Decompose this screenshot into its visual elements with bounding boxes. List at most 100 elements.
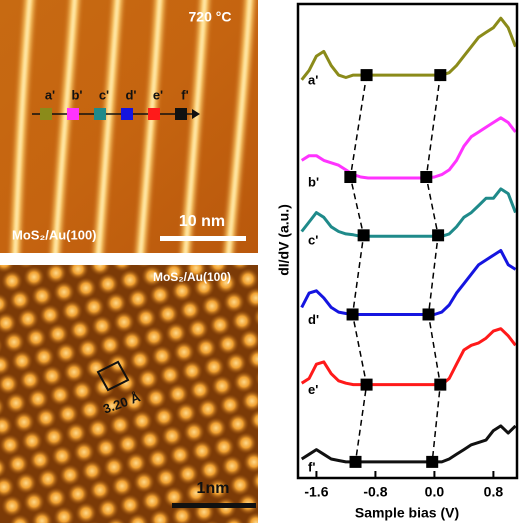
sample-label: MoS₂/Au(100) [153,270,231,284]
atom [63,361,85,383]
stm-image-top: 720 °C MoS₂/Au(100) 10 nm a' b' c' d' e' f' [0,0,258,253]
marker-square [121,108,133,120]
atom [127,288,149,310]
marker-label: a' [45,87,55,102]
atom [261,325,283,347]
stm-image-bottom: MoS₂/Au(100) 3.20 Å 1nm [0,265,291,523]
atom [95,437,117,459]
marker-row: a' b' c' d' e' f' [40,87,189,120]
atom [141,490,163,512]
atom [9,514,31,523]
atom [0,373,19,395]
profile-arrow [192,109,200,119]
atom [0,476,15,498]
atom [99,334,121,356]
atom [45,487,67,509]
atom [55,342,77,364]
atom [39,304,61,326]
atom [31,285,53,307]
atom [207,478,229,500]
atom [163,265,185,283]
atom [51,445,73,467]
atom [169,444,191,466]
atom [171,505,193,523]
atom [143,326,165,348]
atom [145,387,167,409]
atom [197,398,219,420]
atom [203,356,225,378]
sample-label: MoS₂/Au(100) [12,227,97,242]
atom [97,498,119,520]
atom [269,344,291,366]
atom [35,407,57,429]
gap-edge-marker [434,378,447,391]
atom [101,395,123,417]
atom [263,386,285,408]
scale-bar-label: 1nm [197,480,230,497]
x-tick-label: -0.8 [363,484,387,500]
atom [239,329,258,351]
atom [23,266,45,288]
atom [217,333,239,355]
atom [81,460,103,482]
atom [7,453,29,475]
atom [267,283,289,305]
atom [0,434,21,456]
atom [79,399,101,421]
atom [257,434,258,444]
spectrum-line [300,327,517,387]
marker-square [67,108,79,120]
atom [87,521,101,523]
atom [47,323,69,345]
atom [111,475,133,497]
atom [53,281,75,303]
scale-bar [172,503,256,508]
atom [191,440,213,462]
atom [11,350,33,372]
atom [87,418,109,440]
atom [204,520,220,523]
y-axis-label: dI/dV (a.u.) [276,204,292,276]
spectrum-line [300,424,517,464]
atom [201,295,223,317]
atom [33,346,55,368]
temperature-label: 720 °C [189,9,232,25]
marker-label: d' [125,87,136,102]
plot-frame [296,2,519,480]
atom [5,392,27,414]
atom [175,402,197,424]
gap-edge-marker [344,171,357,184]
atom [249,409,258,431]
spectra-chart: dI/dV (a.u.) Sample bias (V) -1.6 -0.8 0.0… [276,2,519,521]
atom [15,472,37,494]
atom [83,296,105,318]
atom [119,494,141,516]
atom [189,379,211,401]
atom [183,421,205,443]
atom [173,341,195,363]
atom [59,464,81,486]
atom [106,517,126,523]
atom [247,348,258,370]
spectrum-line [300,116,517,180]
atom [245,287,258,309]
atom [255,370,258,386]
atom [225,352,247,374]
gap-edge-marker [422,308,435,321]
atom [85,357,107,379]
unit-cell [96,360,130,392]
atom [223,516,245,523]
gap-edge-marker [357,229,370,242]
atom [91,315,113,337]
atom [67,483,89,505]
atom [69,319,91,341]
marker-square [175,108,187,120]
atom [129,349,151,371]
atom [57,403,79,425]
series-label: f' [308,459,315,474]
atom [153,406,175,428]
atom [0,265,15,273]
atom [41,365,63,387]
atom [17,308,39,330]
atom [75,277,97,299]
